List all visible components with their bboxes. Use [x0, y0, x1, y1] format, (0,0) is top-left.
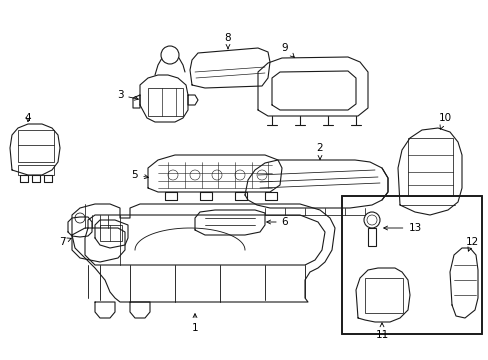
- Circle shape: [161, 46, 179, 64]
- Bar: [341, 196, 481, 334]
- Polygon shape: [133, 95, 140, 108]
- Bar: [148, 88, 183, 116]
- Bar: [18, 165, 54, 175]
- Polygon shape: [72, 228, 125, 262]
- Polygon shape: [95, 220, 128, 248]
- Polygon shape: [244, 160, 387, 208]
- Text: 8: 8: [224, 33, 231, 49]
- Text: 6: 6: [266, 217, 288, 227]
- Polygon shape: [200, 192, 212, 200]
- Bar: [407, 138, 452, 196]
- Polygon shape: [355, 268, 409, 322]
- Text: 5: 5: [131, 170, 148, 180]
- Text: 11: 11: [375, 323, 388, 340]
- Polygon shape: [140, 75, 187, 122]
- Polygon shape: [44, 175, 52, 182]
- Bar: [341, 196, 481, 334]
- Text: 2: 2: [316, 143, 323, 159]
- Text: 3: 3: [117, 90, 138, 100]
- Circle shape: [363, 212, 379, 228]
- Polygon shape: [258, 57, 367, 116]
- Polygon shape: [95, 302, 115, 318]
- Text: 4: 4: [24, 113, 31, 123]
- Text: 10: 10: [438, 113, 450, 129]
- Text: 9: 9: [281, 43, 294, 57]
- Text: 7: 7: [59, 237, 71, 247]
- Polygon shape: [187, 95, 198, 105]
- Bar: [18, 130, 54, 162]
- Polygon shape: [32, 175, 40, 182]
- Polygon shape: [68, 217, 92, 237]
- Bar: [364, 278, 402, 313]
- Polygon shape: [264, 192, 276, 200]
- Polygon shape: [72, 204, 334, 302]
- Polygon shape: [397, 128, 461, 215]
- Bar: [100, 225, 122, 241]
- Text: 1: 1: [191, 314, 198, 333]
- Text: 13: 13: [383, 223, 421, 233]
- Polygon shape: [155, 55, 184, 75]
- Polygon shape: [10, 124, 60, 175]
- Polygon shape: [148, 155, 282, 192]
- Polygon shape: [20, 175, 28, 182]
- Polygon shape: [130, 302, 150, 318]
- Polygon shape: [235, 192, 246, 200]
- Polygon shape: [164, 192, 177, 200]
- Polygon shape: [195, 210, 264, 235]
- Text: 12: 12: [465, 237, 478, 251]
- Polygon shape: [449, 248, 477, 318]
- Bar: [367, 228, 375, 246]
- Polygon shape: [190, 48, 269, 88]
